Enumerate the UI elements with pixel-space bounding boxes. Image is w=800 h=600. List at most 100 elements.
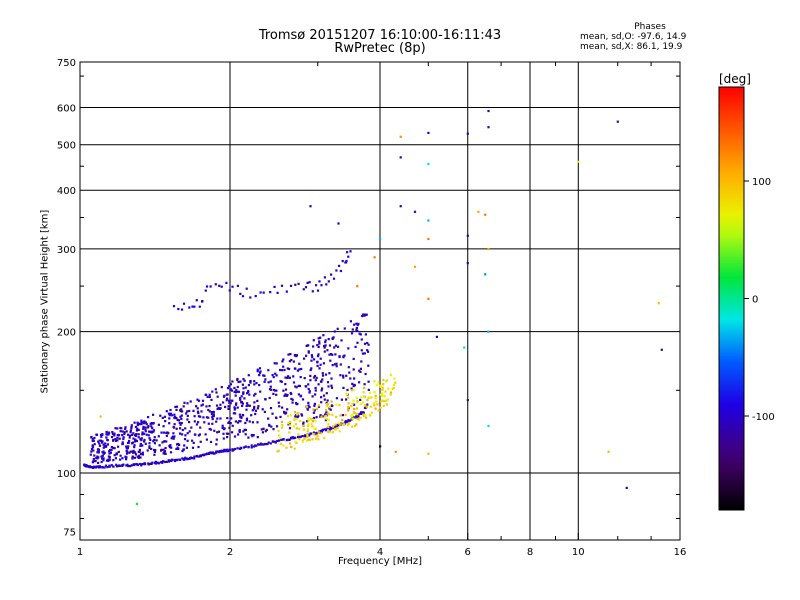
echo-point: [308, 391, 311, 394]
echo-point: [249, 381, 252, 384]
echo-point: [121, 442, 124, 445]
echo-point: [117, 434, 121, 437]
echo-point: [309, 379, 312, 382]
echo-point-x: [393, 377, 396, 380]
trace-point: [294, 283, 297, 286]
echo-point: [322, 334, 325, 337]
echo-point: [108, 452, 111, 455]
echo-point: [155, 439, 158, 442]
echo-point: [215, 391, 218, 394]
trace-point: [195, 299, 198, 302]
echo-point: [226, 397, 229, 400]
echo-point: [130, 427, 133, 430]
y-tick-label: 100: [57, 469, 76, 480]
echo-point-x: [324, 415, 327, 418]
echo-point: [164, 420, 167, 423]
echo-point-x: [350, 414, 353, 418]
echo-point: [204, 393, 207, 396]
echo-point: [186, 439, 189, 442]
echo-point: [180, 408, 183, 411]
trace-point: [162, 460, 165, 463]
echo-point: [306, 407, 309, 410]
echo-point: [202, 416, 205, 419]
echo-point: [216, 417, 219, 420]
echo-point: [290, 397, 293, 400]
echo-point: [180, 417, 183, 421]
trace-point: [258, 443, 261, 446]
echo-point: [171, 414, 174, 417]
echo-point: [107, 433, 110, 436]
echo-point-x: [335, 415, 338, 418]
echo-point: [179, 410, 182, 413]
echo-point-x: [298, 419, 302, 423]
echo-point: [282, 365, 285, 368]
echo-point: [363, 406, 367, 409]
echo-point: [140, 437, 143, 440]
trace-point: [276, 450, 279, 453]
echo-point-x: [288, 431, 291, 434]
trace-point: [317, 438, 320, 441]
y-tick-label: 500: [57, 141, 76, 152]
echo-point: [150, 430, 153, 433]
echo-point: [298, 368, 301, 371]
trace-point: [170, 459, 173, 463]
echo-point: [226, 417, 229, 420]
echo-point: [321, 387, 324, 390]
echo-point: [196, 410, 200, 413]
echo-point: [138, 450, 141, 453]
trace-point: [282, 444, 285, 447]
trace-point: [269, 442, 272, 445]
trace-point: [272, 440, 275, 443]
scatter-point: [487, 109, 490, 113]
echo-point: [134, 453, 138, 456]
echo-point: [148, 445, 151, 448]
echo-point: [270, 388, 273, 391]
echo-point: [339, 363, 342, 366]
echo-point: [275, 362, 278, 365]
echo-point: [204, 433, 207, 436]
trace-point: [220, 449, 223, 452]
trace-point: [108, 464, 111, 467]
echo-point: [322, 394, 326, 397]
echo-point: [247, 436, 250, 439]
echo-point: [181, 410, 184, 413]
echo-point: [274, 389, 277, 392]
trace-point: [304, 286, 308, 289]
echo-point: [359, 367, 362, 370]
echo-point: [247, 404, 250, 407]
echo-point: [105, 459, 108, 462]
echo-point: [133, 421, 136, 424]
echo-point: [247, 374, 250, 377]
trace-point: [182, 302, 186, 305]
echo-point: [234, 403, 238, 406]
colorbar-tick-label: -100: [752, 412, 775, 423]
echo-point: [161, 441, 164, 444]
trace-point: [173, 459, 177, 463]
trace-point: [323, 276, 326, 279]
echo-point: [326, 381, 330, 384]
echo-point: [269, 380, 272, 383]
echo-point: [237, 380, 240, 384]
echo-point: [320, 389, 323, 392]
echo-point: [367, 350, 370, 353]
echo-point-x: [280, 420, 283, 423]
echo-point: [254, 392, 257, 395]
echo-point: [234, 394, 237, 397]
echo-point-x: [380, 400, 383, 403]
echo-point: [352, 368, 355, 371]
echo-point: [150, 422, 153, 425]
echo-point: [313, 358, 316, 361]
trace-point: [228, 289, 231, 292]
echo-point: [197, 399, 201, 402]
echo-point: [366, 403, 369, 406]
trace-point: [130, 464, 133, 467]
echo-point: [238, 430, 241, 433]
echo-point: [186, 410, 189, 413]
echo-point: [209, 428, 213, 431]
echo-point: [231, 424, 234, 427]
echo-point: [312, 339, 315, 342]
echo-point: [306, 408, 309, 411]
echo-point: [180, 414, 183, 417]
echo-point: [358, 381, 361, 384]
trace-point: [353, 416, 356, 419]
